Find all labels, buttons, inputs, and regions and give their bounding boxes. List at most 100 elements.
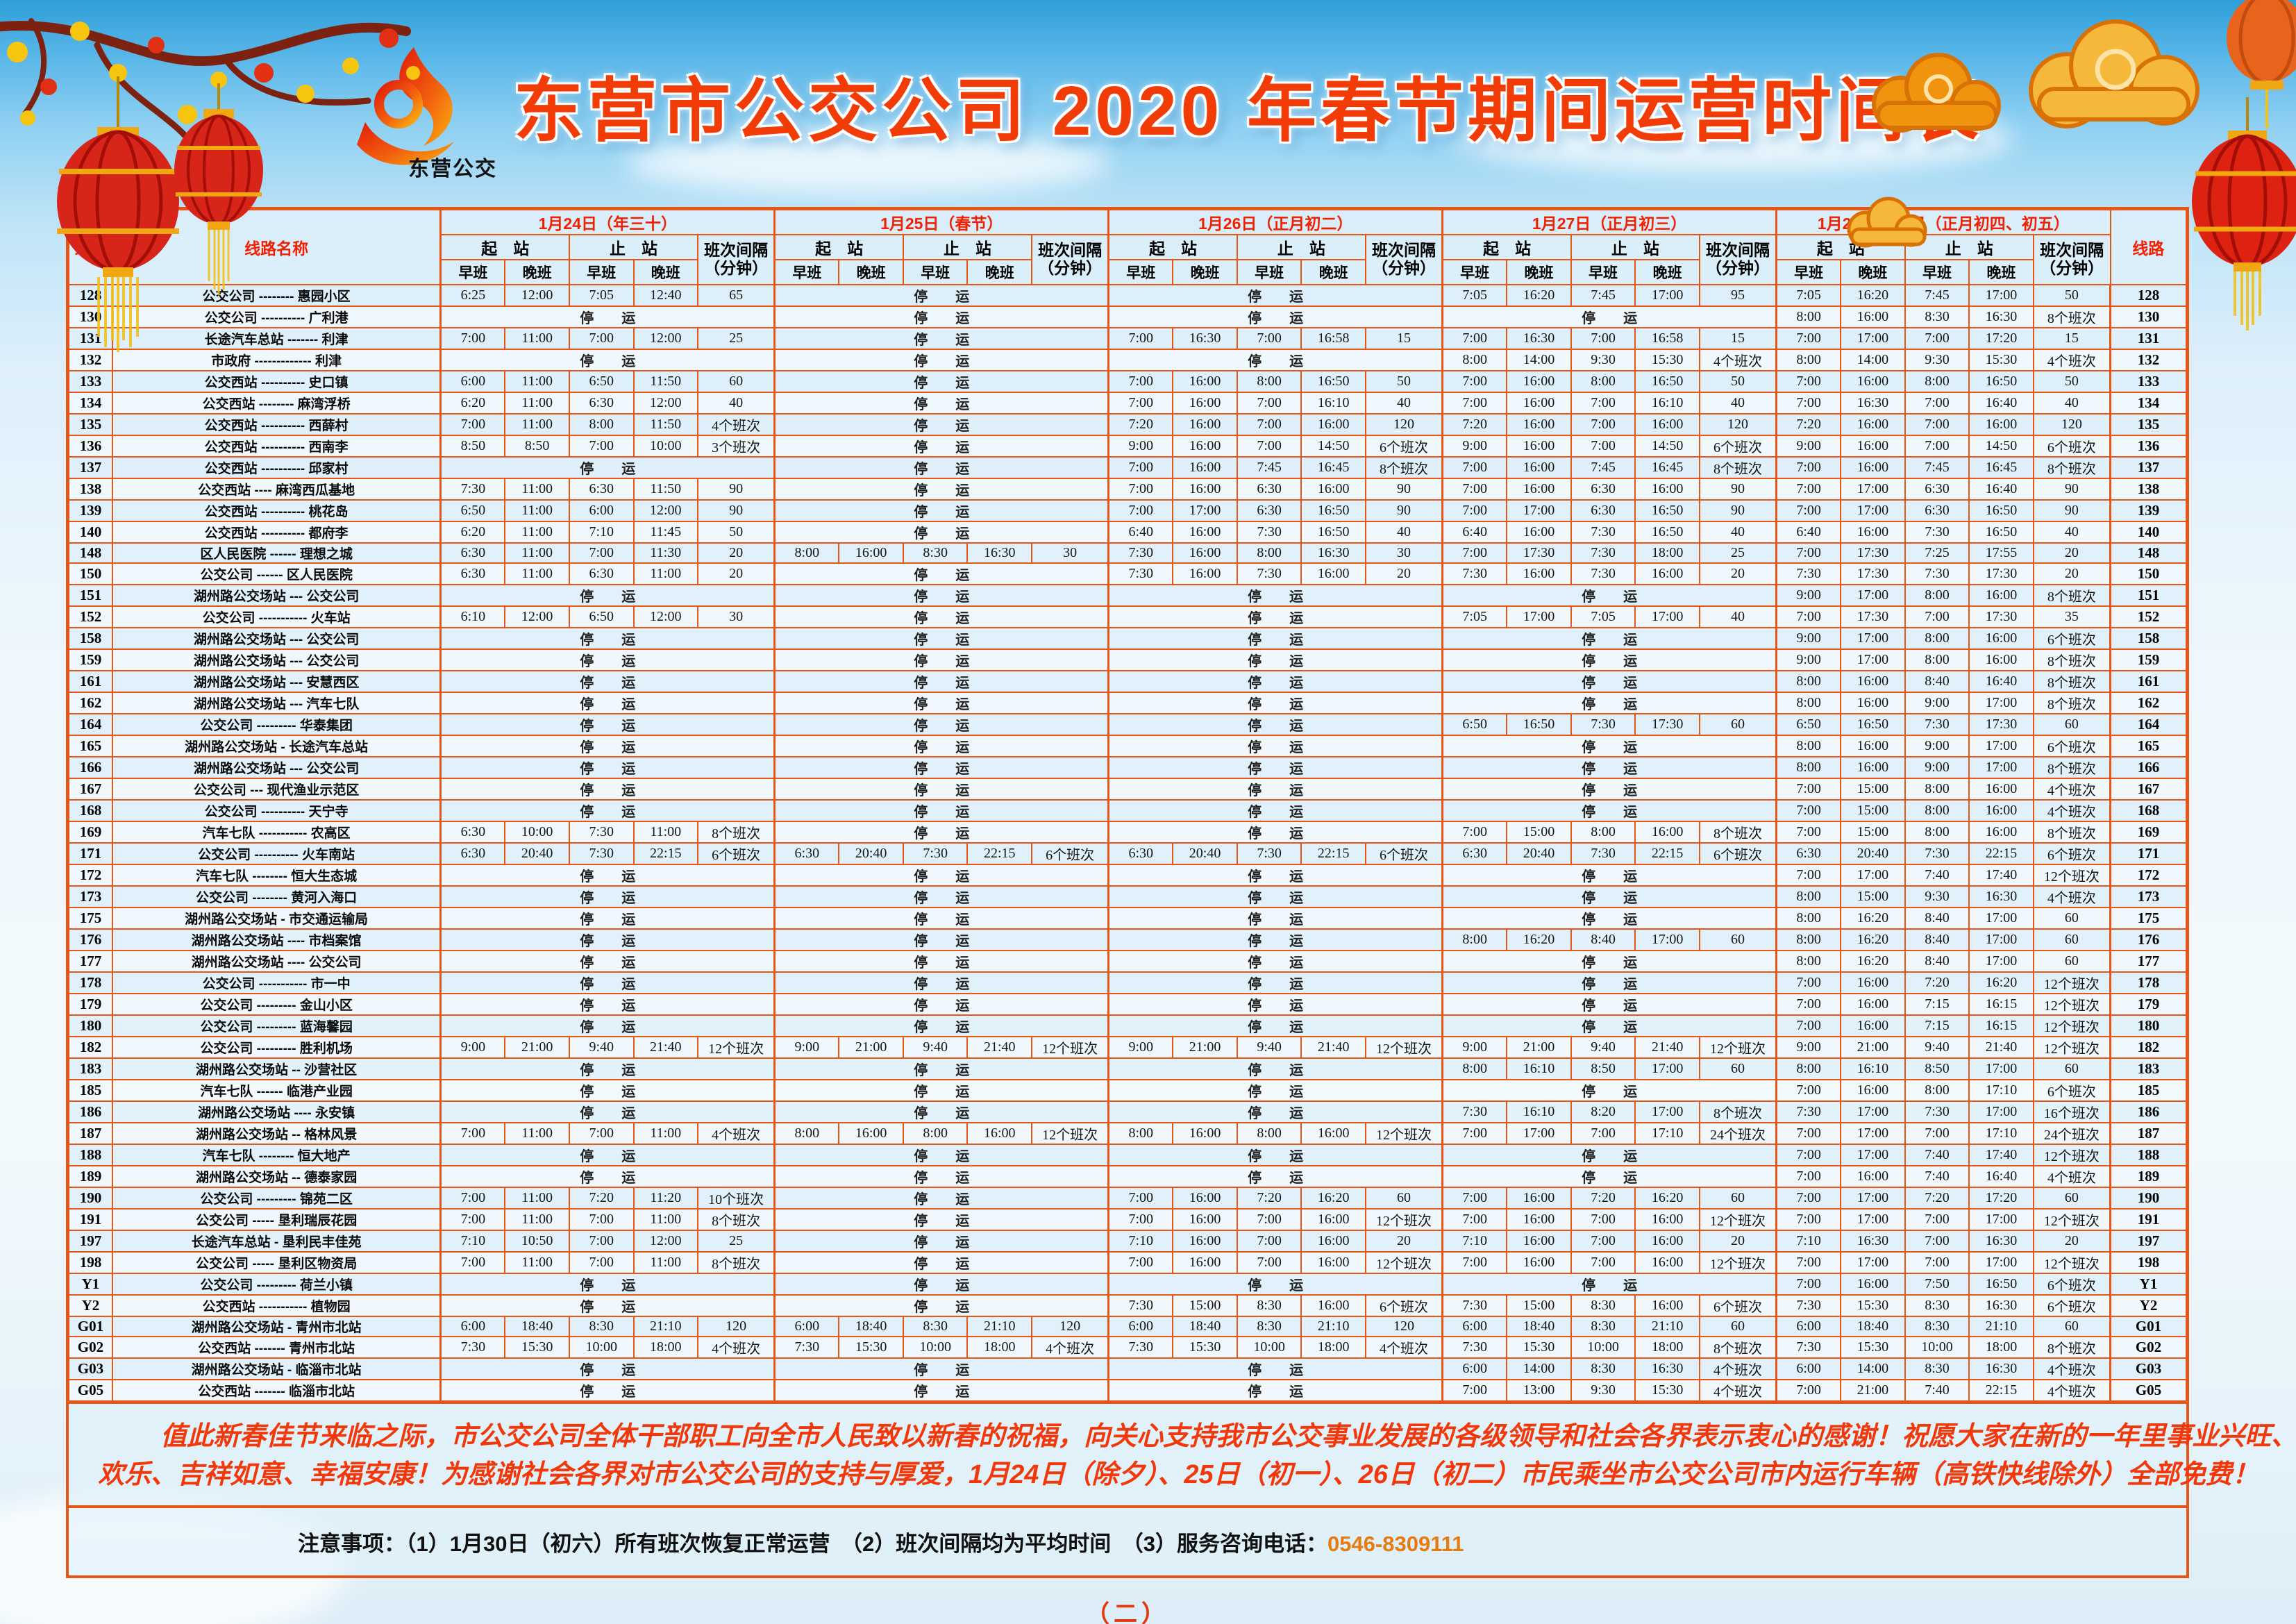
time-cell: 7:15 (1904, 993, 1970, 1016)
time-cell: 7:30 (1904, 842, 1970, 865)
interval-cell: 60 (2032, 1057, 2111, 1080)
time-cell: 7:00 (1775, 971, 1842, 994)
suspended-cell: 停运 (1107, 756, 1443, 779)
time-cell: 16:30 (1840, 1230, 1906, 1253)
interval-cell: 50 (1364, 370, 1443, 393)
time-cell: 15:00 (1506, 821, 1572, 844)
time-cell: 16:20 (1506, 928, 1572, 951)
time-cell: 9:00 (439, 1036, 506, 1059)
route-number-cell: 138 (67, 478, 113, 501)
time-cell: 7:00 (1236, 435, 1302, 458)
time-cell: 7:05 (1570, 605, 1636, 628)
time-cell: 16:00 (1634, 821, 1700, 844)
time-cell: 8:00 (1904, 627, 1970, 650)
route-number-cell: 173 (67, 885, 113, 908)
interval-cell: 4个班次 (697, 413, 776, 436)
suspended-cell: 停运 (1441, 756, 1777, 779)
time-cell: 8:00 (1441, 928, 1508, 951)
suspended-cell: 停运 (1107, 778, 1443, 801)
time-cell: 21:10 (1968, 1316, 2034, 1337)
suspended-cell: 停运 (439, 1294, 776, 1317)
suspended-cell: 停运 (773, 1251, 1109, 1274)
time-cell: 7:45 (1904, 284, 1970, 307)
interval-cell: 60 (1698, 1057, 1777, 1080)
time-cell: 12:00 (504, 284, 570, 307)
time-cell: 16:00 (1172, 1251, 1238, 1274)
time-cell: 8:30 (568, 1316, 635, 1337)
route-number-cell: 172 (2109, 864, 2188, 887)
route-number-cell: 139 (2109, 499, 2188, 522)
col-header-route-right: 线路 (2109, 208, 2188, 285)
time-cell: 16:00 (1172, 370, 1238, 393)
schedule-row: 165 湖州路公交场站 - 长途汽车总站 停运 停运 停运 停运 8:00 16:00 9:00… (67, 735, 2188, 757)
time-cell: 7:45 (1570, 456, 1636, 479)
interval-cell: 12个班次 (2032, 1014, 2111, 1037)
date-group-header: 1月26日（正月初二） (1107, 208, 1443, 235)
col-header-late-shift: 晚班 (1840, 259, 1906, 285)
time-cell: 7:20 (1236, 1187, 1302, 1209)
route-number-cell: 151 (2109, 584, 2188, 607)
interval-cell: 10个班次 (697, 1187, 776, 1209)
suspended-cell: 停运 (439, 456, 776, 479)
suspended-cell: 停运 (773, 885, 1109, 908)
interval-cell: 4个班次 (2032, 1165, 2111, 1188)
cloud-icon (625, 132, 1111, 194)
time-cell: 7:00 (1107, 392, 1174, 415)
time-cell: 16:00 (1172, 456, 1238, 479)
time-cell: 16:00 (1300, 1230, 1366, 1253)
time-cell: 16:00 (1172, 1208, 1238, 1231)
interval-cell: 12个班次 (2032, 1144, 2111, 1166)
time-cell: 7:40 (1904, 1144, 1970, 1166)
col-header-early-shift: 早班 (1775, 259, 1842, 285)
route-number-cell: 167 (67, 778, 113, 801)
suspended-cell: 停运 (1441, 1165, 1777, 1188)
interval-cell: 12个班次 (2032, 1208, 2111, 1231)
time-cell: 7:00 (1107, 370, 1174, 393)
route-number-cell: 152 (67, 605, 113, 628)
interval-cell: 35 (2032, 605, 2111, 628)
time-cell: 17:00 (1840, 1208, 1906, 1231)
time-cell: 16:00 (1840, 370, 1906, 393)
time-cell: 11:30 (632, 542, 699, 564)
interval-cell: 8个班次 (1364, 456, 1443, 479)
time-cell: 7:30 (568, 821, 635, 844)
time-cell: 16:40 (1968, 478, 2034, 501)
time-cell: 11:00 (504, 370, 570, 393)
suspended-cell: 停运 (1107, 1165, 1443, 1188)
route-number-cell: 151 (67, 584, 113, 607)
time-cell: 6:30 (568, 392, 635, 415)
suspended-cell: 停运 (773, 1079, 1109, 1102)
interval-cell: 20 (1698, 1230, 1777, 1253)
time-cell: 7:10 (439, 1230, 506, 1253)
time-cell: 16:20 (1840, 907, 1906, 930)
time-cell: 16:50 (1300, 370, 1366, 393)
route-number-cell: 167 (2109, 778, 2188, 801)
interval-cell: 20 (1698, 562, 1777, 585)
interval-cell: 90 (697, 478, 776, 501)
time-cell: 7:00 (1570, 1122, 1636, 1145)
interval-cell: 12个班次 (697, 1036, 776, 1059)
schedule-row: 191 公交公司 ----- 垦利瑞辰花园 7:00 11:00 7:00 11:00 8个… (67, 1208, 2188, 1231)
time-cell: 7:00 (439, 1187, 506, 1209)
schedule-row: 166 湖州路公交场站 --- 公交公司 停运 停运 停运 停运 8:00 16:00 9:00… (67, 756, 2188, 779)
company-logo: 东营公交 (326, 42, 507, 187)
suspended-cell: 停运 (1107, 305, 1443, 328)
route-number-cell: 197 (67, 1230, 113, 1253)
time-cell: 16:50 (1300, 499, 1366, 522)
date-group-header: 1月25日（春节） (773, 208, 1109, 235)
interval-cell: 120 (1031, 1316, 1109, 1337)
col-header-end-station: 止 站 (1570, 234, 1700, 260)
route-number-cell: 133 (2109, 370, 2188, 393)
time-cell: 6:00 (1775, 1316, 1842, 1337)
interval-cell: 40 (1364, 521, 1443, 544)
interval-cell: 4个班次 (2032, 799, 2111, 822)
suspended-cell: 停运 (773, 1294, 1109, 1317)
time-cell: 7:00 (1775, 542, 1842, 564)
time-cell: 6:50 (439, 499, 506, 522)
route-number-cell: 140 (67, 521, 113, 544)
time-cell: 18:40 (1840, 1316, 1906, 1337)
route-name-cell: 湖州路公交场站 - 临淄市北站 (111, 1357, 442, 1380)
time-cell: 16:30 (966, 542, 1033, 564)
suspended-cell: 停运 (1107, 648, 1443, 671)
time-cell: 16:00 (1840, 1273, 1906, 1296)
